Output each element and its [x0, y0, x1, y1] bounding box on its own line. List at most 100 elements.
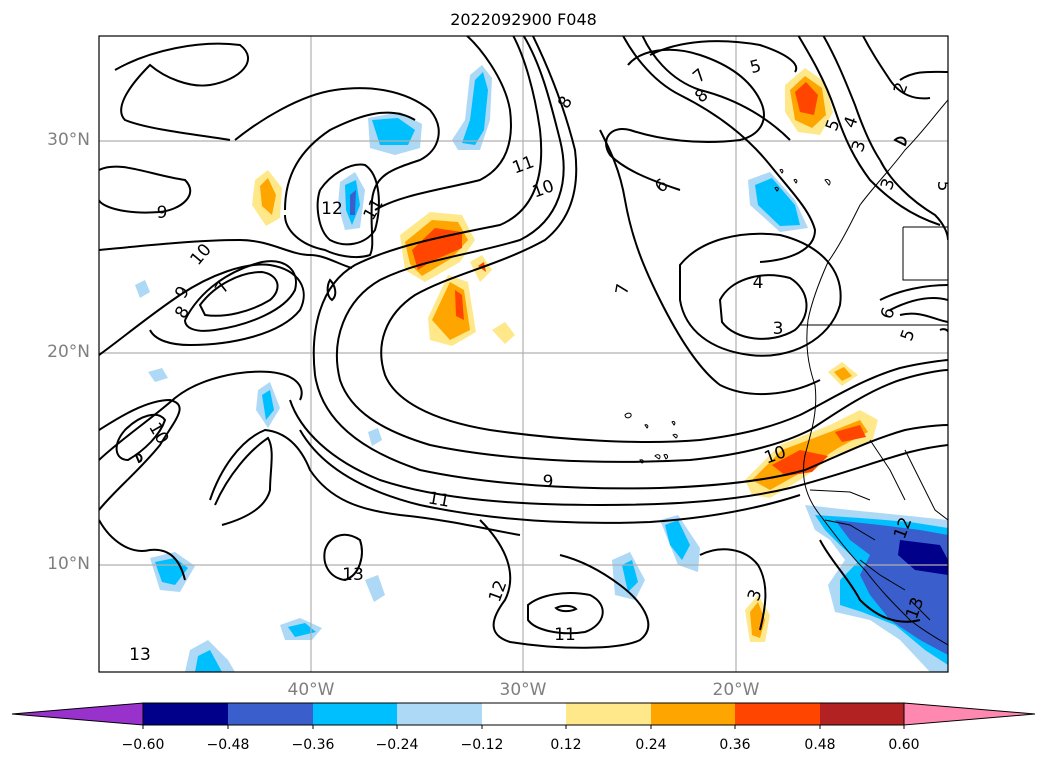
colorbar-swatch	[735, 703, 820, 725]
contour-line	[99, 519, 186, 581]
contour-label: 12	[321, 199, 343, 219]
colorbar-tick-label: 0.12	[550, 737, 582, 753]
border-line	[902, 227, 948, 281]
island	[774, 186, 779, 192]
border-line	[809, 489, 871, 501]
colorbar-swatch	[820, 703, 904, 725]
colorbar-swatch	[651, 703, 735, 725]
contour-line	[234, 87, 440, 259]
contour-line	[889, 297, 948, 311]
contour-line	[718, 274, 808, 340]
lat-label-30n: 30°N	[47, 130, 90, 150]
contour-line	[699, 548, 767, 631]
warm-patch	[772, 450, 828, 476]
contour-line	[336, 36, 948, 463]
island	[644, 424, 649, 429]
blue-patch	[195, 650, 222, 672]
warm-patch	[795, 82, 818, 115]
coastline	[802, 99, 948, 646]
island	[663, 454, 668, 460]
contour-line	[899, 312, 948, 323]
lon-label-40w: 40°W	[287, 680, 335, 700]
island	[824, 179, 831, 186]
contour-line	[879, 159, 948, 241]
colorbar-tick-label: 0.60	[888, 737, 920, 753]
blue-patch	[372, 118, 415, 145]
border-line	[904, 449, 948, 521]
contour-line	[323, 533, 363, 582]
colorbar-tick-label: −0.48	[206, 737, 250, 753]
contour-line	[316, 163, 380, 246]
colorbar	[11, 702, 1036, 729]
contour-line	[99, 263, 305, 356]
contour-line	[679, 232, 842, 357]
contour-line	[326, 278, 337, 302]
contour-label: 9	[157, 203, 168, 223]
border-line	[869, 439, 906, 501]
contour-label: 9	[543, 472, 554, 492]
colorbar-tick-label: −0.60	[121, 737, 165, 753]
blue-patch	[368, 428, 382, 446]
warm-patch	[835, 425, 866, 442]
warm-patch	[834, 367, 852, 381]
contour-line	[289, 399, 948, 507]
contour-label: 11	[426, 488, 451, 511]
colorbar-tick-label: −0.36	[291, 737, 335, 753]
contour-line	[299, 429, 801, 524]
blue-patch	[148, 368, 168, 382]
contour-line	[312, 36, 948, 490]
lon-label-20w: 20°W	[712, 680, 760, 700]
lat-label-10n: 10°N	[47, 554, 90, 574]
warm-patch	[412, 228, 462, 270]
colorbar-tick-label: 0.48	[804, 737, 836, 753]
warm-patch	[455, 290, 464, 320]
blue-patch	[462, 72, 488, 145]
contour-line	[115, 413, 167, 462]
contour-label: 13	[129, 645, 151, 665]
contour-line	[184, 260, 297, 332]
warm-patches	[252, 68, 878, 642]
blue-patch	[365, 575, 385, 602]
contour-label: 4	[753, 273, 764, 293]
island	[672, 433, 678, 439]
contour-line	[819, 539, 921, 623]
contour-line	[527, 592, 604, 635]
lon-label-30w: 30°W	[499, 680, 547, 700]
contour-line	[861, 36, 931, 100]
contour-line	[797, 36, 941, 226]
warm-patch	[260, 178, 276, 215]
colorbar-frame	[142, 702, 905, 726]
contour-label: 3	[773, 319, 784, 339]
island	[639, 459, 644, 464]
contour-label: 7	[612, 282, 634, 296]
contour-line	[99, 24, 240, 30]
colorbar-swatch	[482, 703, 566, 725]
colorbar-extend-left	[11, 702, 144, 726]
island	[793, 178, 798, 184]
contour-line	[99, 238, 353, 269]
contour-line	[198, 270, 279, 317]
contour-line	[879, 284, 948, 301]
colorbar-tick-label: 0.24	[635, 737, 667, 753]
contour-label: 5	[748, 56, 764, 78]
contour-line	[380, 36, 948, 443]
filled-anomaly-patches	[135, 65, 948, 672]
lat-label-20n: 20°N	[47, 342, 90, 362]
colorbar-swatch	[143, 703, 228, 725]
colorbar-swatch	[397, 703, 482, 725]
contour-line	[599, 129, 821, 395]
contour-lines	[99, 24, 948, 649]
blue-patch	[755, 178, 800, 226]
colorbar-tick-label: −0.24	[375, 737, 419, 753]
blue-patch	[262, 390, 274, 420]
contour-label: 11	[554, 625, 576, 645]
contour-label: 13	[342, 565, 364, 585]
border-line	[824, 519, 876, 541]
island	[671, 420, 676, 426]
border-line	[909, 599, 931, 621]
contour-line	[822, 36, 881, 161]
contour-line	[893, 136, 907, 147]
contour-line	[284, 111, 416, 211]
island	[624, 412, 632, 419]
